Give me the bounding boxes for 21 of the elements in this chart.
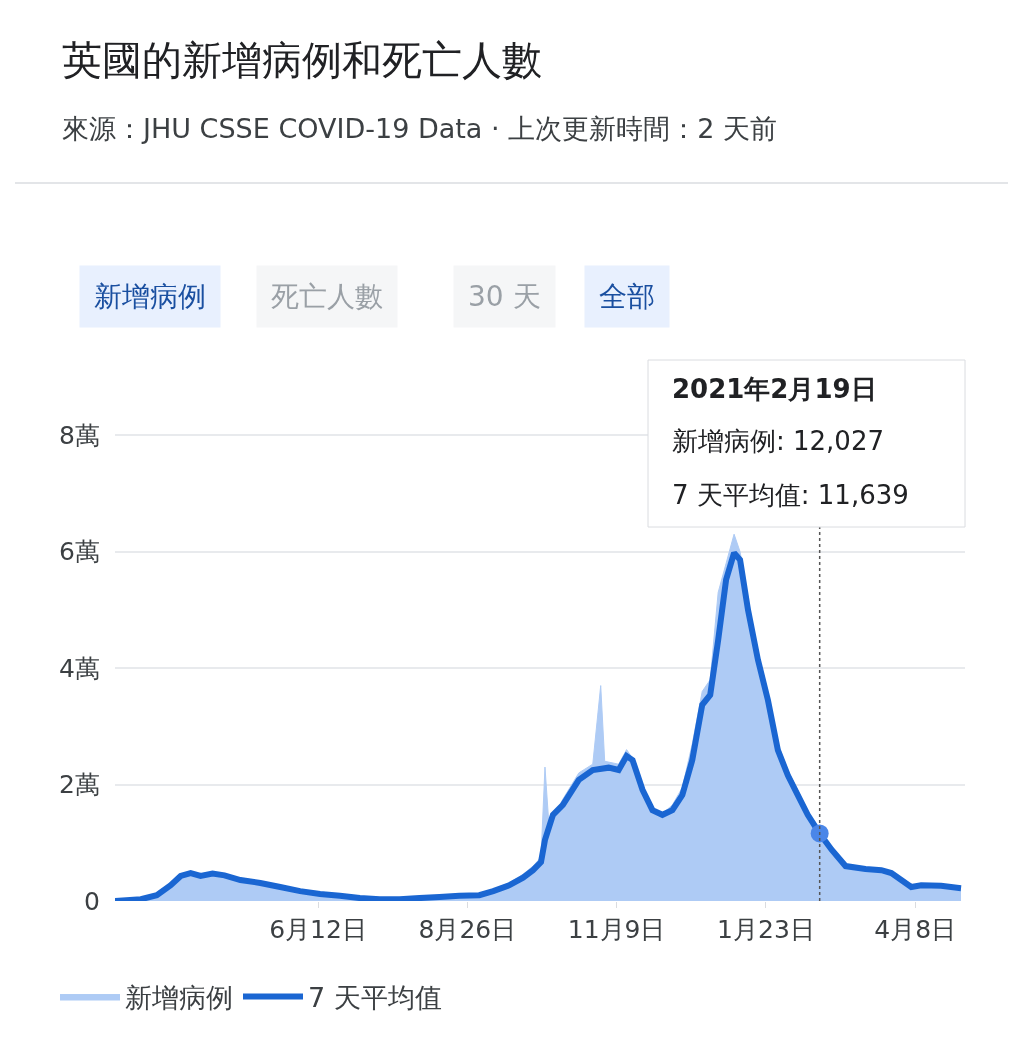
text: 死亡人數 bbox=[271, 280, 383, 313]
text: 全部 bbox=[599, 280, 655, 313]
y-tick-label: 8萬 bbox=[59, 420, 100, 450]
annotation: 2021年2月19日 bbox=[672, 374, 877, 404]
legend-label: 7 天平均值 bbox=[308, 982, 442, 1014]
x-tick-label: 4月8日 bbox=[874, 915, 957, 944]
chart-title: 英國的新增病例和死亡人數 bbox=[62, 37, 542, 83]
x-tick-label: 1月23日 bbox=[717, 915, 815, 944]
x-tick-label: 11月9日 bbox=[567, 915, 666, 944]
y-tick-label: 2萬 bbox=[59, 770, 100, 800]
annotation: 7 天平均值: 11,639 bbox=[672, 480, 909, 510]
chart-subtitle: 來源：JHU CSSE COVID-19 Data · 上次更新時間：2 天前 bbox=[62, 113, 777, 144]
x-tick-label: 6月12日 bbox=[269, 915, 367, 944]
annotation: 新增病例: 12,027 bbox=[672, 426, 884, 456]
text: 30 天 bbox=[468, 280, 541, 313]
y-tick-label: 4萬 bbox=[59, 653, 100, 683]
y-tick-label: 6萬 bbox=[59, 537, 100, 567]
legend-label: 新增病例 bbox=[125, 982, 233, 1014]
text: 新增病例 bbox=[94, 280, 206, 313]
y-tick-label: 0 bbox=[84, 886, 100, 916]
x-tick-label: 8月26日 bbox=[418, 915, 517, 944]
